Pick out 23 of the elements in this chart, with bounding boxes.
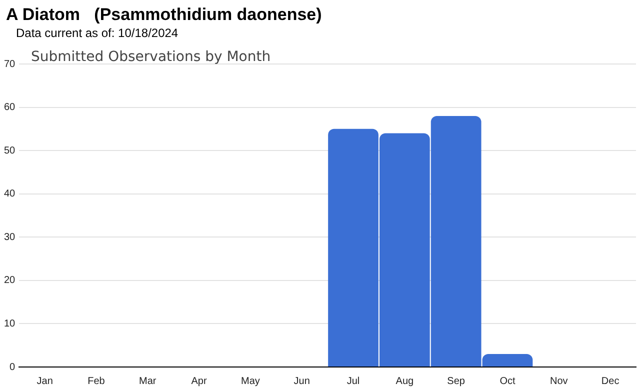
- y-tick-label: 10: [4, 318, 16, 330]
- annotation: Submitted Observations by Month: [31, 49, 271, 65]
- x-tick-label: Mar: [139, 376, 157, 387]
- chart-title: A Diatom (Psammothidium daonense): [6, 5, 322, 25]
- x-tick-label: May: [241, 376, 260, 387]
- y-tick-label: 20: [4, 275, 16, 286]
- y-tick-label: 70: [4, 58, 16, 70]
- x-tick-label: Jan: [36, 376, 53, 387]
- x-tick-label: Sep: [447, 376, 466, 387]
- x-tick-label: Nov: [550, 376, 568, 387]
- y-tick-label: 40: [4, 188, 16, 200]
- x-tick-label: Oct: [500, 376, 516, 387]
- x-tick-label: Dec: [601, 376, 620, 387]
- chart-subtitle: Data current as of: 10/18/2024: [16, 26, 178, 40]
- x-tick-label: Apr: [191, 376, 208, 387]
- x-tick-label: Aug: [396, 376, 414, 387]
- x-tick-label: Jun: [294, 376, 310, 387]
- y-tick-label: 60: [4, 102, 16, 114]
- y-tick-label: 30: [4, 232, 16, 243]
- x-tick-label: Feb: [88, 376, 106, 387]
- y-tick-label: 0: [10, 362, 16, 373]
- x-tick-label: Jul: [346, 376, 360, 387]
- y-tick-label: 50: [4, 145, 16, 156]
